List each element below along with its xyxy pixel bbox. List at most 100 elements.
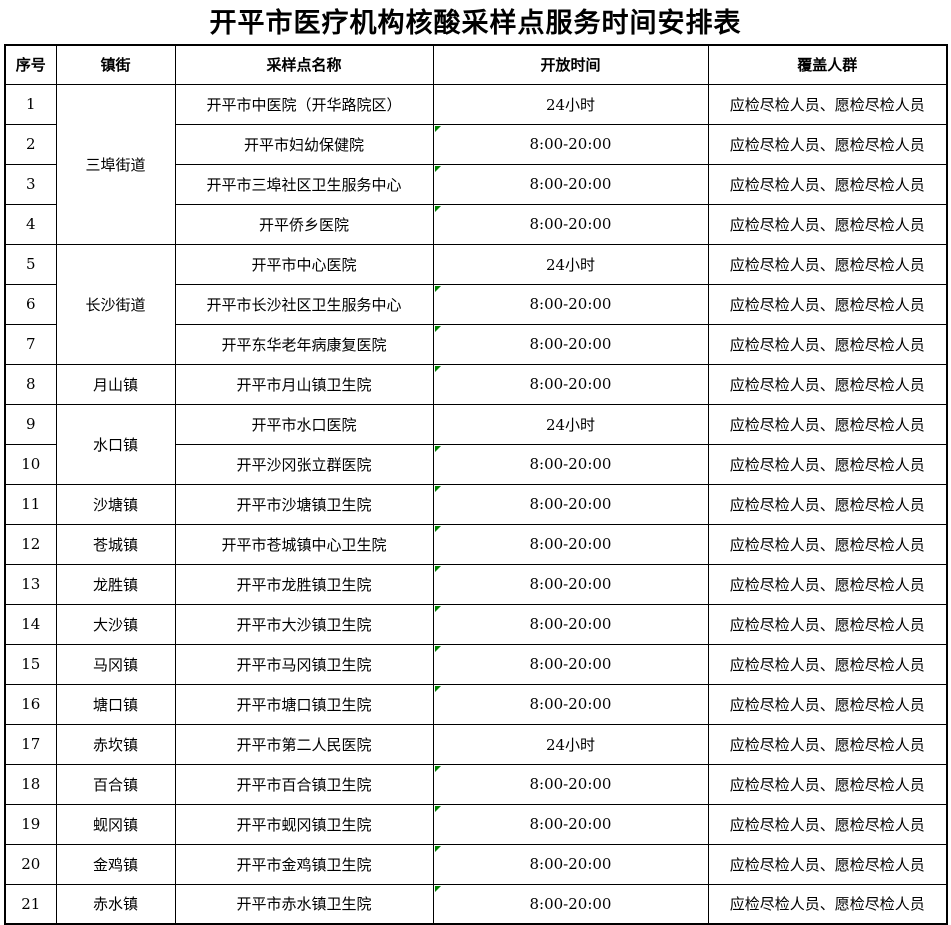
row-number-cell-text: 7	[25, 335, 36, 353]
coverage-cell-text: 应检尽检人员、愿检尽检人员	[729, 695, 925, 714]
row-number-cell: 14	[4, 603, 57, 645]
coverage-cell-text: 应检尽检人员、愿检尽检人员	[729, 415, 925, 434]
cell-flag-icon	[434, 765, 441, 772]
row-number-cell: 20	[4, 843, 57, 885]
row-number-cell: 6	[4, 283, 57, 325]
open-time-cell: 24小时	[432, 403, 709, 445]
town-cell-text: 赤水镇	[92, 895, 138, 914]
row-number-cell-text: 3	[25, 175, 36, 193]
cell-flag-icon	[434, 285, 441, 292]
town-cell-text: 长沙街道	[85, 295, 146, 314]
open-time-cell-text: 8:00-20:00	[529, 135, 612, 153]
site-cell: 开平沙冈张立群医院	[174, 443, 434, 485]
site-cell-text: 开平市水口医院	[251, 415, 357, 434]
site-cell: 开平市中医院（开华路院区）	[174, 83, 434, 125]
open-time-cell: 8:00-20:00	[432, 163, 709, 205]
open-time-cell-text: 8:00-20:00	[529, 535, 612, 553]
row-number-cell-text: 6	[25, 295, 36, 313]
open-time-cell: 8:00-20:00	[432, 643, 709, 685]
row-number-cell-text: 11	[21, 495, 41, 513]
town-cell: 月山镇	[55, 363, 176, 405]
cell-flag-icon	[434, 205, 441, 212]
coverage-cell: 应检尽检人员、愿检尽检人员	[707, 803, 948, 845]
row-number-cell-text: 2	[25, 135, 36, 153]
row-number-cell-text: 4	[25, 215, 36, 233]
open-time-cell-text: 8:00-20:00	[529, 775, 612, 793]
table-body: 1 三埠街道 开平市中医院（开华路院区） 24小时 应检尽检人员、愿检尽检人员 2 开平市妇…	[4, 83, 948, 925]
site-cell: 开平市马冈镇卫生院	[174, 643, 434, 685]
site-cell: 开平市沙塘镇卫生院	[174, 483, 434, 525]
row-number-cell-text: 14	[21, 615, 41, 633]
site-cell-text: 开平市大沙镇卫生院	[236, 615, 372, 634]
coverage-cell-text: 应检尽检人员、愿检尽检人员	[729, 175, 925, 194]
site-cell-text: 开平市长沙社区卫生服务中心	[206, 295, 402, 314]
row-number-cell: 18	[4, 763, 57, 805]
town-cell-text: 沙塘镇	[92, 495, 138, 514]
col-header-coverage: 覆盖人群	[707, 44, 948, 85]
site-cell-text: 开平侨乡医院	[258, 215, 349, 234]
open-time-cell-text: 24小时	[545, 255, 596, 274]
site-cell-text: 开平市塘口镇卫生院	[236, 695, 372, 714]
coverage-cell-text: 应检尽检人员、愿检尽检人员	[729, 95, 925, 114]
coverage-cell: 应检尽检人员、愿检尽检人员	[707, 883, 948, 925]
cell-flag-icon	[434, 445, 441, 452]
table-row: 15 马冈镇 开平市马冈镇卫生院 8:00-20:00 应检尽检人员、愿检尽检人员	[4, 643, 948, 685]
coverage-cell: 应检尽检人员、愿检尽检人员	[707, 203, 948, 245]
row-number-cell-text: 12	[21, 535, 41, 553]
site-cell: 开平市塘口镇卫生院	[174, 683, 434, 725]
open-time-cell-text: 8:00-20:00	[529, 894, 612, 913]
site-cell-text: 开平市沙塘镇卫生院	[236, 495, 372, 514]
coverage-cell: 应检尽检人员、愿检尽检人员	[707, 483, 948, 525]
coverage-cell: 应检尽检人员、愿检尽检人员	[707, 123, 948, 165]
open-time-cell-text: 8:00-20:00	[529, 615, 612, 633]
site-cell: 开平市蚬冈镇卫生院	[174, 803, 434, 845]
coverage-cell: 应检尽检人员、愿检尽检人员	[707, 523, 948, 565]
table-row: 11 沙塘镇 开平市沙塘镇卫生院 8:00-20:00 应检尽检人员、愿检尽检人员	[4, 483, 948, 525]
coverage-cell-text: 应检尽检人员、愿检尽检人员	[729, 375, 925, 394]
coverage-cell: 应检尽检人员、愿检尽检人员	[707, 763, 948, 805]
row-number-cell: 5	[4, 243, 57, 285]
table-row: 13 龙胜镇 开平市龙胜镇卫生院 8:00-20:00 应检尽检人员、愿检尽检人员	[4, 563, 948, 605]
coverage-cell-text: 应检尽检人员、愿检尽检人员	[729, 135, 925, 154]
open-time-cell-text: 8:00-20:00	[529, 575, 612, 593]
row-number-cell-text: 13	[21, 575, 41, 593]
row-number-cell: 21	[4, 883, 57, 925]
open-time-cell-text: 8:00-20:00	[529, 215, 612, 233]
site-cell: 开平市三埠社区卫生服务中心	[174, 163, 434, 205]
coverage-cell: 应检尽检人员、愿检尽检人员	[707, 723, 948, 765]
town-cell: 金鸡镇	[55, 843, 176, 885]
row-number-cell-text: 9	[25, 415, 36, 433]
row-number-cell: 1	[4, 83, 57, 125]
open-time-cell-text: 8:00-20:00	[529, 695, 612, 713]
open-time-cell-text: 8:00-20:00	[529, 335, 612, 353]
coverage-cell: 应检尽检人员、愿检尽检人员	[707, 283, 948, 325]
open-time-cell: 8:00-20:00	[432, 563, 709, 605]
town-cell-text: 百合镇	[92, 775, 138, 794]
cell-flag-icon	[434, 365, 441, 372]
coverage-cell-text: 应检尽检人员、愿检尽检人员	[729, 775, 925, 794]
row-number-cell-text: 19	[21, 815, 41, 833]
row-number-cell-text: 20	[21, 855, 41, 873]
row-number-cell: 15	[4, 643, 57, 685]
open-time-cell-text: 8:00-20:00	[529, 655, 612, 673]
site-cell: 开平市百合镇卫生院	[174, 763, 434, 805]
row-number-cell: 10	[4, 443, 57, 485]
open-time-cell-text: 24小时	[545, 95, 596, 114]
coverage-cell-text: 应检尽检人员、愿检尽检人员	[729, 735, 925, 754]
row-number-cell: 12	[4, 523, 57, 565]
coverage-cell: 应检尽检人员、愿检尽检人员	[707, 163, 948, 205]
town-cell-text: 赤坎镇	[92, 735, 138, 754]
town-cell: 三埠街道	[55, 83, 176, 245]
table-row: 1 三埠街道 开平市中医院（开华路院区） 24小时 应检尽检人员、愿检尽检人员	[4, 83, 948, 245]
open-time-cell: 8:00-20:00	[432, 203, 709, 245]
coverage-cell-text: 应检尽检人员、愿检尽检人员	[729, 495, 925, 514]
site-cell-text: 开平市中医院（开华路院区）	[206, 95, 402, 114]
table-row: 21 赤水镇 开平市赤水镇卫生院 8:00-20:00 应检尽检人员、愿检尽检人员	[4, 883, 948, 925]
row-number-cell: 3	[4, 163, 57, 205]
cell-flag-icon	[434, 885, 441, 892]
row-number-cell-text: 18	[21, 775, 41, 793]
row-number-cell-text: 21	[21, 894, 41, 913]
open-time-cell-text: 8:00-20:00	[529, 495, 612, 513]
site-cell: 开平市苍城镇中心卫生院	[174, 523, 434, 565]
cell-flag-icon	[434, 605, 441, 612]
